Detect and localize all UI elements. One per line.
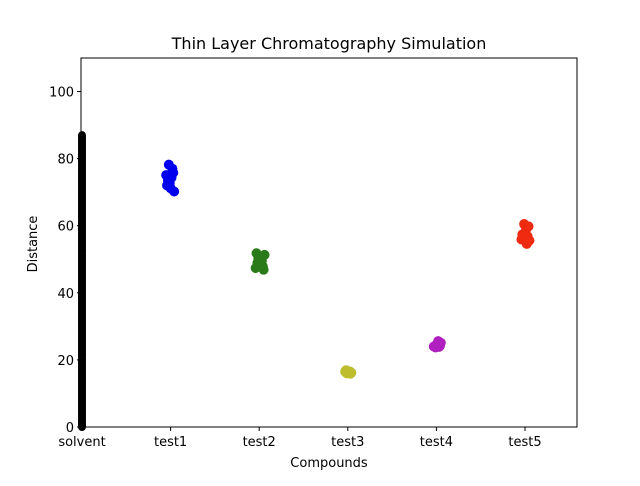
- test5-point: [521, 238, 532, 249]
- x-tick-label: test3: [331, 435, 364, 450]
- y-tick-label: 40: [57, 287, 74, 302]
- y-tick-label: 60: [57, 220, 74, 235]
- plot-frame: [80, 57, 578, 428]
- x-tick-label: solvent: [58, 435, 105, 450]
- test1-point: [168, 167, 179, 178]
- chart-title: Thin Layer Chromatography Simulation: [171, 34, 487, 53]
- test3-point: [340, 366, 351, 377]
- y-tick-label: 100: [49, 86, 74, 101]
- y-tick-label: 80: [57, 153, 74, 168]
- axes-layer: 0 20 40 60 80 100 solvent test1 test2 test3 test4 t…: [49, 86, 541, 450]
- test2-point: [258, 264, 269, 275]
- x-axis-label: Compounds: [290, 456, 368, 471]
- test1-point: [169, 186, 180, 197]
- y-tick-label: 20: [57, 354, 74, 369]
- solvent-front-point: [78, 131, 86, 140]
- y-tick-label: 0: [66, 421, 74, 436]
- x-tick-label: test2: [243, 435, 276, 450]
- x-tick-label: test4: [420, 435, 453, 450]
- marks-layer: [78, 131, 535, 431]
- y-axis-label: Distance: [26, 216, 41, 273]
- test4-point: [434, 341, 445, 352]
- x-tick-label: test1: [154, 435, 187, 450]
- x-tick-label: test5: [508, 435, 541, 450]
